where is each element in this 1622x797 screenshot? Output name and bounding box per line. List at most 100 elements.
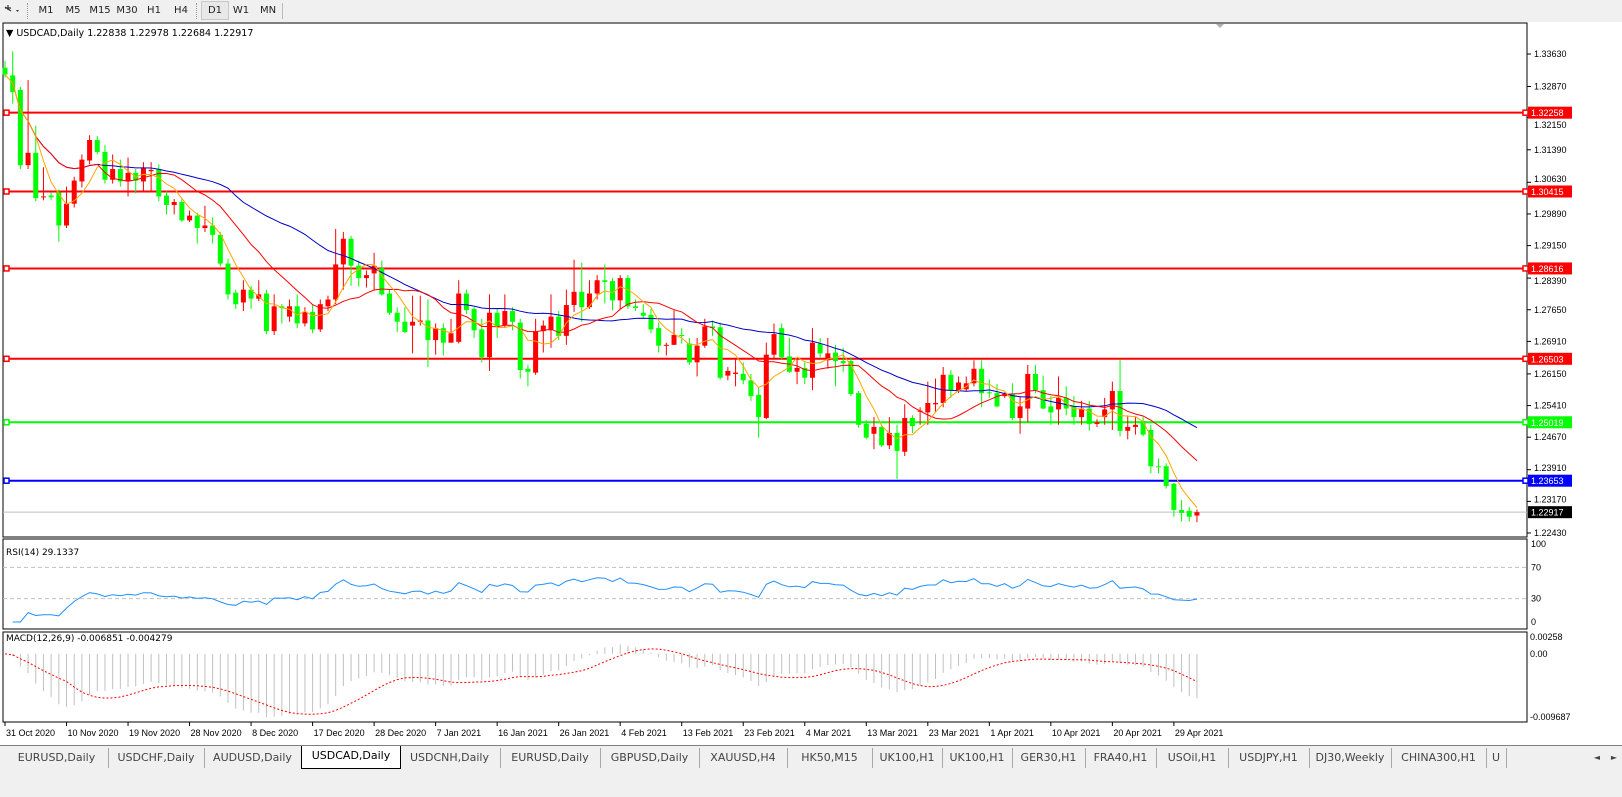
level-anchor-handle[interactable] bbox=[3, 355, 10, 363]
tab-usoil-h1[interactable]: USOil,H1 bbox=[1156, 748, 1229, 768]
chart-window[interactable]: 1.33630 1.32870 1.32150 1.31390 1.30630 1.298… bbox=[0, 22, 1622, 745]
level-anchor-handle[interactable] bbox=[1522, 419, 1529, 426]
candle-bull bbox=[433, 328, 439, 341]
timeframe-mn-button[interactable]: MN bbox=[259, 5, 277, 16]
candle-bull bbox=[763, 354, 769, 418]
timeframe-m5-button[interactable]: M5 bbox=[65, 5, 81, 16]
candle-bear bbox=[994, 393, 1000, 407]
timeframe-h4-button[interactable]: H4 bbox=[174, 5, 188, 16]
tab-scroll-left-button[interactable]: ◄ bbox=[1593, 753, 1601, 762]
collapse-triangle-icon[interactable]: ▼ bbox=[6, 28, 14, 39]
candle-bear bbox=[179, 201, 185, 221]
candle-bear bbox=[94, 139, 100, 152]
timeframe-m1-button[interactable]: M1 bbox=[38, 5, 54, 16]
level-anchor-handle[interactable] bbox=[1522, 109, 1529, 116]
price-axis-label: 1.27650 bbox=[1534, 305, 1567, 315]
tab-usdjpy-h1[interactable]: USDJPY,H1 bbox=[1228, 748, 1310, 768]
date-axis-label: 23 Mar 2021 bbox=[929, 728, 980, 738]
chart-canvas[interactable]: 1.33630 1.32870 1.32150 1.31390 1.30630 1.298… bbox=[0, 22, 1622, 745]
level-anchor-handle[interactable] bbox=[1522, 188, 1529, 195]
tab-fra40-h1[interactable]: FRA40,H1 bbox=[1085, 748, 1157, 768]
candle-bull bbox=[886, 432, 892, 446]
candle-bull bbox=[671, 334, 677, 345]
level-anchor-handle[interactable] bbox=[1522, 477, 1529, 484]
price-axis-label: 1.31390 bbox=[1534, 145, 1567, 155]
candle-bull bbox=[187, 215, 193, 221]
crosshair-tool-button[interactable] bbox=[2, 2, 24, 20]
candle-bear bbox=[210, 225, 216, 235]
price-axis-label: 1.32150 bbox=[1534, 120, 1567, 130]
candle-bull bbox=[240, 289, 246, 303]
tab-uk100-h1[interactable]: UK100,H1 bbox=[872, 748, 943, 768]
candle-bull bbox=[1002, 394, 1008, 397]
tab-dj30-weekly[interactable]: DJ30,Weekly bbox=[1309, 748, 1392, 768]
candle-bear bbox=[194, 215, 200, 229]
level-price-label: 1.30415 bbox=[1531, 187, 1564, 197]
candle-bull bbox=[540, 325, 546, 332]
tab-usdchf-daily[interactable]: USDCHF,Daily bbox=[108, 748, 205, 768]
chart-header: ▼ USDCAD,Daily 1.22838 1.22978 1.22684 1… bbox=[6, 28, 253, 39]
tab-scroll-right-button[interactable]: ► bbox=[1610, 753, 1618, 762]
chart-shift-marker-icon[interactable] bbox=[1216, 24, 1224, 28]
candle-bear bbox=[479, 329, 485, 358]
candle-bull bbox=[79, 159, 85, 182]
candle-bear bbox=[679, 334, 685, 336]
tab-ger30-h1[interactable]: GER30,H1 bbox=[1012, 748, 1086, 768]
level-anchor-handle[interactable] bbox=[1522, 265, 1529, 272]
candle-bull bbox=[486, 312, 492, 358]
level-price-tag bbox=[1528, 106, 1572, 119]
candle-bear bbox=[856, 393, 862, 425]
candle-bull bbox=[571, 291, 577, 306]
timeframe-m15-button[interactable]: M15 bbox=[89, 5, 111, 16]
timeframe-d1-button[interactable]: D1 bbox=[201, 1, 229, 20]
price-axis-label: 1.22430 bbox=[1534, 528, 1567, 538]
level-price-tag bbox=[1528, 262, 1572, 275]
macd-axis-label: 0.00258 bbox=[1530, 632, 1563, 642]
level-anchor-handle[interactable] bbox=[3, 265, 10, 272]
tab-hk50-m15[interactable]: HK50,M15 bbox=[787, 748, 873, 768]
tab-gbpusd-daily[interactable]: GBPUSD,Daily bbox=[600, 748, 700, 768]
tab-uk100-h1[interactable]: UK100,H1 bbox=[942, 748, 1013, 768]
candle-bull bbox=[363, 275, 369, 279]
tab-usdcnh-daily[interactable]: USDCNH,Daily bbox=[399, 748, 501, 768]
tab-audusd-daily[interactable]: AUDUSD,Daily bbox=[204, 748, 302, 768]
date-axis-label: 19 Nov 2020 bbox=[129, 728, 180, 738]
tab-u[interactable]: U bbox=[1486, 748, 1507, 768]
rsi-axis-label: 70 bbox=[1531, 562, 1541, 572]
tab-eurusd-daily[interactable]: EURUSD,Daily bbox=[500, 748, 601, 768]
price-axis-label: 1.23910 bbox=[1534, 463, 1567, 473]
tab-china300-h1[interactable]: CHINA300,H1 bbox=[1391, 748, 1487, 768]
timeframe-h1-button[interactable]: H1 bbox=[147, 5, 161, 16]
candle-bull bbox=[1125, 426, 1131, 431]
candle-bear bbox=[310, 311, 316, 330]
candle-bear bbox=[225, 263, 231, 295]
level-anchor-handle[interactable] bbox=[1522, 355, 1529, 363]
date-axis-label: 28 Dec 2020 bbox=[375, 728, 426, 738]
level-anchor-handle[interactable] bbox=[3, 188, 10, 195]
candle-bull bbox=[533, 331, 539, 373]
candle-bear bbox=[356, 265, 362, 279]
tab-usdcad-daily[interactable]: USDCAD,Daily bbox=[301, 746, 401, 769]
candle-bear bbox=[17, 89, 23, 166]
level-anchor-handle[interactable] bbox=[3, 477, 10, 484]
tab-eurusd-daily[interactable]: EURUSD,Daily bbox=[5, 748, 109, 768]
candle-bear bbox=[163, 195, 169, 205]
date-axis-label: 8 Dec 2020 bbox=[252, 728, 298, 738]
candle-bear bbox=[756, 394, 762, 418]
candle-bull bbox=[563, 305, 569, 336]
candle-bear bbox=[948, 374, 954, 391]
candle-bull bbox=[317, 304, 323, 330]
macd-label: MACD(12,26,9) -0.006851 -0.004279 bbox=[6, 634, 173, 644]
tab-xauusd-h4[interactable]: XAUUSD,H4 bbox=[699, 748, 788, 768]
timeframe-m30-button[interactable]: M30 bbox=[116, 5, 138, 16]
level-anchor-handle[interactable] bbox=[3, 109, 10, 116]
candle-bear bbox=[33, 152, 39, 199]
timeframe-w1-button[interactable]: W1 bbox=[232, 5, 250, 16]
price-axis-label: 1.32870 bbox=[1534, 82, 1567, 92]
candle-bear bbox=[602, 280, 608, 282]
level-anchor-handle[interactable] bbox=[3, 419, 10, 426]
level-price-tag bbox=[1528, 352, 1572, 365]
date-axis-label: 13 Feb 2021 bbox=[683, 728, 734, 738]
candle-bear bbox=[625, 278, 631, 307]
candle-bull bbox=[333, 264, 339, 300]
